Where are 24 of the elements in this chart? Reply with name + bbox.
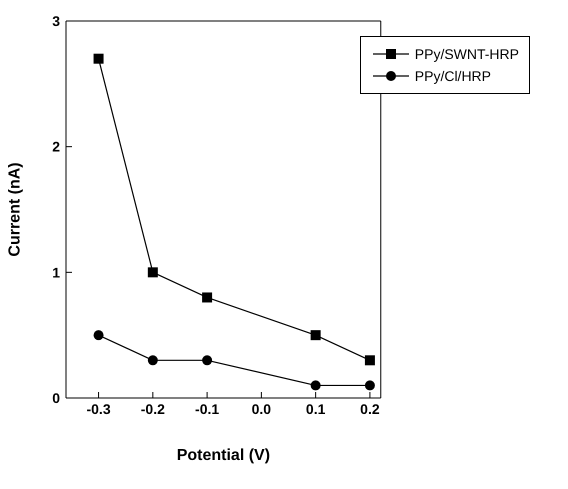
point [310,380,321,390]
legend-label: PPy/Cl/HRP [414,68,491,84]
legend-label: PPy/SWNT-HRP [414,46,519,62]
point [148,267,158,278]
x-tick-label: -0.3 [86,400,111,417]
point [202,292,212,302]
point [148,355,158,366]
point [94,330,104,340]
point [94,54,104,64]
x-tick-label: -0.2 [140,400,166,417]
x-axis-title: Potential (V) [176,447,270,464]
point [364,355,375,366]
y-tick-label: 3 [52,12,60,29]
x-tick-label: 0.1 [306,400,326,417]
y-tick-label: 1 [52,264,60,280]
x-tick-label: 0.0 [252,400,272,417]
x-tick-label: 0.2 [360,400,380,417]
point [202,355,212,366]
y-axis-title: Current (nA) [6,162,24,257]
y-tick-label: 2 [52,138,60,155]
x-tick-label: -0.1 [195,400,220,417]
y-tick-label: 0 [52,390,60,406]
point [364,380,375,390]
point [310,330,321,340]
